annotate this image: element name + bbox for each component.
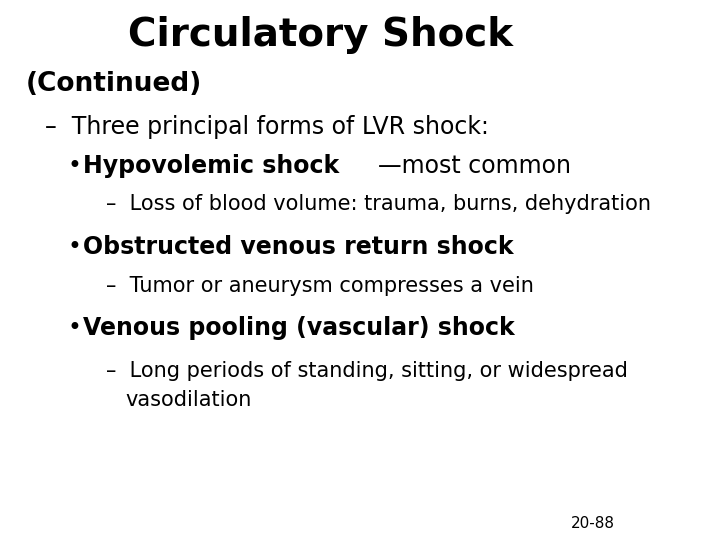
Text: (Continued): (Continued) bbox=[26, 71, 202, 97]
Text: Venous pooling (vascular) shock: Venous pooling (vascular) shock bbox=[84, 316, 515, 340]
Text: –  Three principal forms of LVR shock:: – Three principal forms of LVR shock: bbox=[45, 115, 489, 139]
Text: –  Loss of blood volume: trauma, burns, dehydration: – Loss of blood volume: trauma, burns, d… bbox=[106, 194, 651, 214]
Text: 20-88: 20-88 bbox=[571, 516, 616, 531]
Text: –  Long periods of standing, sitting, or widespread: – Long periods of standing, sitting, or … bbox=[106, 361, 628, 381]
Text: Obstructed venous return shock: Obstructed venous return shock bbox=[84, 235, 514, 259]
Text: vasodilation: vasodilation bbox=[125, 389, 252, 410]
Text: Circulatory Shock: Circulatory Shock bbox=[128, 16, 513, 54]
Text: •: • bbox=[67, 154, 81, 178]
Text: •: • bbox=[67, 235, 81, 259]
Text: –  Tumor or aneurysm compresses a vein: – Tumor or aneurysm compresses a vein bbox=[106, 276, 534, 296]
Text: —most common: —most common bbox=[378, 154, 571, 178]
Text: •: • bbox=[67, 316, 81, 340]
Text: Hypovolemic shock: Hypovolemic shock bbox=[84, 154, 340, 178]
